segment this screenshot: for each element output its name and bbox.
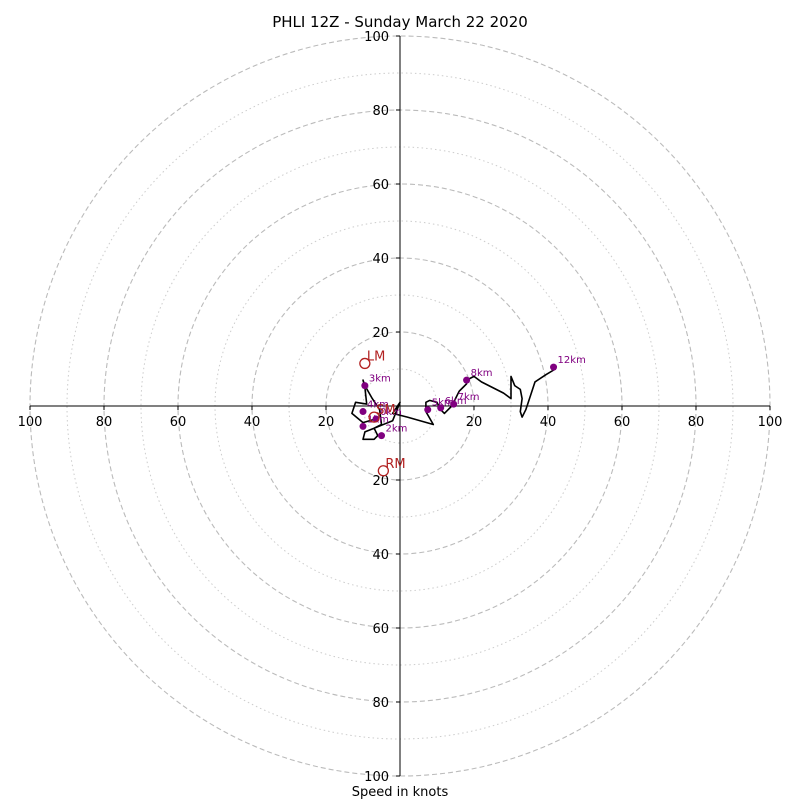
- chart-title: PHLI 12Z - Sunday March 22 2020: [272, 13, 528, 31]
- y-tick-label: 100: [364, 30, 389, 45]
- x-tick-label: 20: [466, 415, 483, 430]
- x-tick-label: 60: [614, 415, 631, 430]
- height-marker-2km: [378, 432, 385, 440]
- height-label-8km: 8km: [471, 368, 493, 379]
- y-tick-label: 40: [372, 252, 389, 267]
- height-marker-8km: [463, 376, 471, 384]
- height-label-5km: 5km: [432, 398, 454, 409]
- y-tick-label: 60: [372, 178, 389, 193]
- hodograph-line: [351, 368, 556, 441]
- storm-motion-label-rm: RM: [385, 457, 405, 472]
- height-label-7km: 7km: [458, 392, 480, 403]
- y-tick-label: 100: [364, 770, 389, 785]
- y-tick-label: 20: [372, 326, 389, 341]
- height-label-2km: 2km: [386, 424, 408, 435]
- y-tick-label: 60: [372, 622, 389, 637]
- storm-motion-rm: [377, 465, 390, 477]
- x-tick-label: 40: [244, 415, 261, 430]
- x-tick-label: 80: [688, 415, 705, 430]
- x-tick-label: 100: [758, 415, 783, 430]
- axes: [30, 36, 770, 776]
- y-tick-label: 80: [372, 104, 389, 119]
- height-marker-3km: [361, 382, 369, 390]
- y-tick-label: 40: [372, 548, 389, 563]
- height-label-12km: 12km: [558, 355, 586, 366]
- y-tick-label: 80: [372, 696, 389, 711]
- height-label-3km: 3km: [369, 374, 391, 385]
- height-marker-4km: [359, 408, 367, 416]
- storm-motion-markers: LM RM SM: [359, 349, 406, 477]
- x-tick-label: 40: [540, 415, 557, 430]
- height-marker-7km: [450, 400, 458, 408]
- height-marker-6km: [437, 404, 445, 412]
- storm-motion-label-sm: SM: [376, 403, 395, 418]
- hodograph-trace: [351, 368, 556, 441]
- height-label-0km: 0km: [380, 407, 402, 418]
- x-axis-label: Speed in knots: [352, 785, 449, 800]
- x-tick-label: 100: [18, 415, 43, 430]
- storm-motion-lm: [359, 357, 371, 370]
- height-marker-5km: [424, 406, 432, 414]
- x-tick-label: 20: [318, 415, 335, 430]
- height-label-4km: 4km: [367, 400, 389, 411]
- storm-motion-label-lm: LM: [367, 349, 385, 364]
- y-tick-label: 20: [372, 474, 389, 489]
- height-marker-1km: [359, 422, 367, 430]
- x-tick-label: 60: [170, 415, 187, 430]
- x-tick-label: 80: [96, 415, 113, 430]
- height-marker-12km: [550, 363, 558, 371]
- storm-motion-sm: [368, 411, 380, 423]
- tick-labels: 100 80 60 40 20 20 40 60 80 100 100 80 60 40 20 20 40 60 8…: [18, 30, 783, 785]
